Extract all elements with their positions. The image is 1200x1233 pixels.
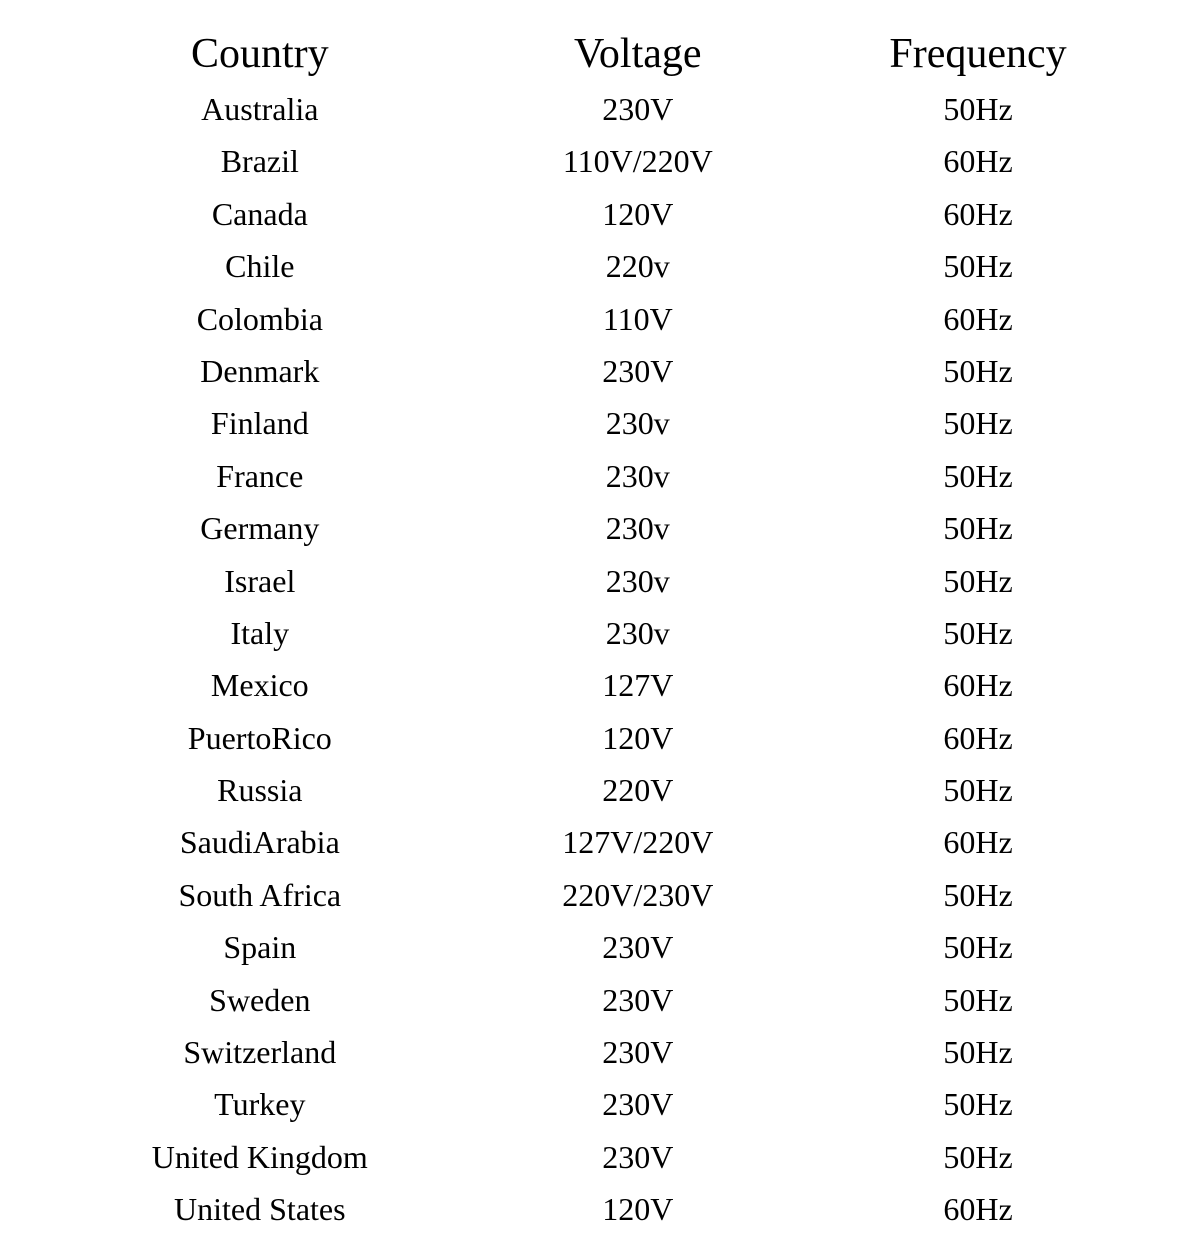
table-body: Australia230V50HzBrazil110V/220V60HzCana… bbox=[60, 86, 1140, 1233]
table-row: Sweden230V50Hz bbox=[60, 977, 1140, 1023]
cell-voltage: 120V bbox=[460, 715, 816, 761]
cell-frequency: 50Hz bbox=[816, 1134, 1140, 1180]
voltage-frequency-table: Country Voltage Frequency Australia230V5… bbox=[60, 30, 1140, 1233]
cell-voltage: 120V bbox=[460, 1186, 816, 1232]
cell-frequency: 50Hz bbox=[816, 1081, 1140, 1127]
table-row: Colombia110V60Hz bbox=[60, 296, 1140, 342]
cell-country: Canada bbox=[60, 191, 460, 237]
cell-country: Spain bbox=[60, 924, 460, 970]
cell-voltage: 110V/220V bbox=[460, 138, 816, 184]
cell-frequency: 50Hz bbox=[816, 348, 1140, 394]
cell-frequency: 50Hz bbox=[816, 505, 1140, 551]
cell-voltage: 230V bbox=[460, 1134, 816, 1180]
cell-voltage: 120V bbox=[460, 191, 816, 237]
cell-voltage: 230V bbox=[460, 86, 816, 132]
cell-voltage: 230v bbox=[460, 558, 816, 604]
cell-country: France bbox=[60, 453, 460, 499]
table-row: Chile220v50Hz bbox=[60, 243, 1140, 289]
cell-country: Finland bbox=[60, 400, 460, 446]
cell-country: Colombia bbox=[60, 296, 460, 342]
cell-voltage: 127V bbox=[460, 662, 816, 708]
table-row: Spain230V50Hz bbox=[60, 924, 1140, 970]
cell-frequency: 60Hz bbox=[816, 819, 1140, 865]
cell-voltage: 230v bbox=[460, 453, 816, 499]
cell-country: Mexico bbox=[60, 662, 460, 708]
table-row: France230v50Hz bbox=[60, 453, 1140, 499]
cell-voltage: 220v bbox=[460, 243, 816, 289]
cell-frequency: 60Hz bbox=[816, 296, 1140, 342]
header-voltage: Voltage bbox=[460, 30, 816, 78]
table-row: PuertoRico120V60Hz bbox=[60, 715, 1140, 761]
cell-frequency: 50Hz bbox=[816, 1029, 1140, 1075]
table-row: Finland230v50Hz bbox=[60, 400, 1140, 446]
cell-frequency: 60Hz bbox=[816, 191, 1140, 237]
cell-voltage: 230V bbox=[460, 348, 816, 394]
cell-country: Turkey bbox=[60, 1081, 460, 1127]
cell-frequency: 50Hz bbox=[816, 243, 1140, 289]
header-country: Country bbox=[60, 30, 460, 78]
table-row: Brazil110V/220V60Hz bbox=[60, 138, 1140, 184]
cell-country: Switzerland bbox=[60, 1029, 460, 1075]
cell-country: Israel bbox=[60, 558, 460, 604]
table-row: Australia230V50Hz bbox=[60, 86, 1140, 132]
cell-country: Germany bbox=[60, 505, 460, 551]
cell-frequency: 50Hz bbox=[816, 453, 1140, 499]
cell-frequency: 50Hz bbox=[816, 400, 1140, 446]
table-row: Russia220V50Hz bbox=[60, 767, 1140, 813]
cell-frequency: 50Hz bbox=[816, 610, 1140, 656]
cell-country: South Africa bbox=[60, 872, 460, 918]
cell-country: United Kingdom bbox=[60, 1134, 460, 1180]
table-row: Israel230v50Hz bbox=[60, 558, 1140, 604]
cell-frequency: 60Hz bbox=[816, 715, 1140, 761]
cell-frequency: 50Hz bbox=[816, 558, 1140, 604]
cell-country: PuertoRico bbox=[60, 715, 460, 761]
table-row: Turkey230V50Hz bbox=[60, 1081, 1140, 1127]
cell-country: Australia bbox=[60, 86, 460, 132]
cell-country: Denmark bbox=[60, 348, 460, 394]
cell-country: SaudiArabia bbox=[60, 819, 460, 865]
table-row: Denmark230V50Hz bbox=[60, 348, 1140, 394]
cell-country: Chile bbox=[60, 243, 460, 289]
cell-voltage: 110V bbox=[460, 296, 816, 342]
table-row: Switzerland230V50Hz bbox=[60, 1029, 1140, 1075]
table-row: Canada120V60Hz bbox=[60, 191, 1140, 237]
cell-frequency: 50Hz bbox=[816, 767, 1140, 813]
cell-frequency: 50Hz bbox=[816, 872, 1140, 918]
cell-voltage: 230v bbox=[460, 400, 816, 446]
cell-frequency: 50Hz bbox=[816, 924, 1140, 970]
cell-frequency: 60Hz bbox=[816, 138, 1140, 184]
cell-frequency: 50Hz bbox=[816, 86, 1140, 132]
cell-frequency: 50Hz bbox=[816, 977, 1140, 1023]
table-row: United Kingdom230V50Hz bbox=[60, 1134, 1140, 1180]
cell-country: Sweden bbox=[60, 977, 460, 1023]
cell-frequency: 60Hz bbox=[816, 1186, 1140, 1232]
cell-country: Italy bbox=[60, 610, 460, 656]
cell-voltage: 230v bbox=[460, 505, 816, 551]
cell-country: Russia bbox=[60, 767, 460, 813]
table-row: SaudiArabia127V/220V60Hz bbox=[60, 819, 1140, 865]
cell-country: United States bbox=[60, 1186, 460, 1232]
cell-voltage: 230V bbox=[460, 924, 816, 970]
table-row: South Africa220V/230V50Hz bbox=[60, 872, 1140, 918]
table-row: Germany230v50Hz bbox=[60, 505, 1140, 551]
table-row: Italy230v50Hz bbox=[60, 610, 1140, 656]
cell-voltage: 230V bbox=[460, 1081, 816, 1127]
cell-voltage: 220V/230V bbox=[460, 872, 816, 918]
table-row: Mexico127V60Hz bbox=[60, 662, 1140, 708]
cell-voltage: 230v bbox=[460, 610, 816, 656]
cell-frequency: 60Hz bbox=[816, 662, 1140, 708]
cell-voltage: 230V bbox=[460, 977, 816, 1023]
cell-country: Brazil bbox=[60, 138, 460, 184]
header-frequency: Frequency bbox=[816, 30, 1140, 78]
table-header-row: Country Voltage Frequency bbox=[60, 30, 1140, 78]
cell-voltage: 127V/220V bbox=[460, 819, 816, 865]
table-row: United States120V60Hz bbox=[60, 1186, 1140, 1232]
cell-voltage: 230V bbox=[460, 1029, 816, 1075]
cell-voltage: 220V bbox=[460, 767, 816, 813]
